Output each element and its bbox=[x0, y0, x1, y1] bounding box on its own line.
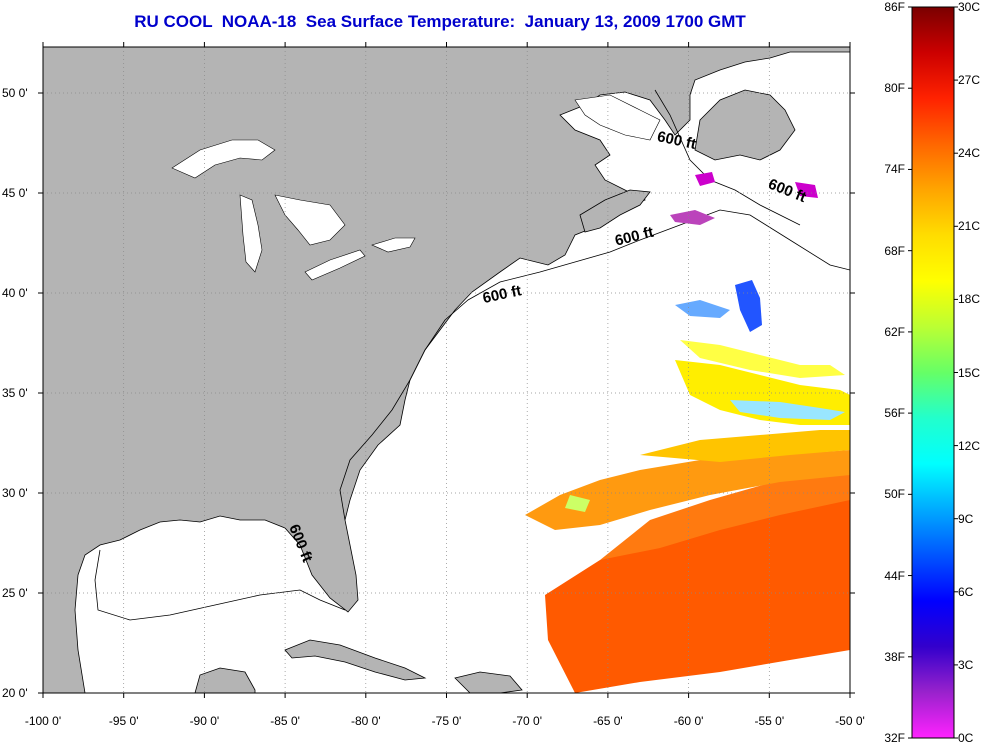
lon-tick-label: -65 0' bbox=[593, 714, 623, 728]
colorbar-f-label: 38F bbox=[884, 649, 905, 664]
lon-tick-label: -100 0' bbox=[25, 714, 61, 728]
colorbar-f-label: 62F bbox=[884, 324, 905, 339]
lat-tick-label: 25 0' bbox=[2, 586, 28, 600]
colorbar-c-label: 3C bbox=[958, 657, 974, 672]
colorbar-f-label: 68F bbox=[884, 243, 905, 258]
lake-huron bbox=[274, 194, 346, 246]
nova-scotia-land bbox=[579, 189, 651, 233]
lon-tick-label: -75 0' bbox=[432, 714, 462, 728]
colorbar-c-label: 21C bbox=[958, 219, 981, 234]
lat-tick-label: 30 0' bbox=[2, 486, 28, 500]
lake-erie bbox=[304, 249, 366, 281]
colorbar-f-label: 80F bbox=[884, 81, 905, 96]
lat-tick-label: 35 0' bbox=[2, 386, 28, 400]
colorbar-f-label: 86F bbox=[884, 0, 905, 14]
colorbar-c-label: 30C bbox=[958, 0, 981, 14]
colorbar-f-label: 56F bbox=[884, 406, 905, 421]
colorbar-c-label: 18C bbox=[958, 292, 981, 307]
lake-ontario bbox=[371, 237, 416, 253]
lake-superior bbox=[171, 139, 276, 179]
longitude-labels: -100 0' -95 0' -90 0' -85 0' -80 0' -75 0' -70… bbox=[25, 714, 865, 728]
lat-tick-label: 20 0' bbox=[2, 686, 28, 700]
yucatan-land bbox=[194, 667, 256, 693]
axis-ticks bbox=[38, 42, 855, 698]
lake-michigan bbox=[239, 194, 263, 273]
lon-tick-label: -60 0' bbox=[674, 714, 704, 728]
isobath-600ft-gulf bbox=[94, 549, 346, 621]
colorbar-c-label: 24C bbox=[958, 146, 981, 161]
colorbar-f-label: 32F bbox=[884, 731, 905, 745]
lon-tick-label: -55 0' bbox=[754, 714, 784, 728]
colorbar-c-label: 12C bbox=[958, 438, 981, 453]
sst-data bbox=[525, 172, 850, 693]
latitude-labels: 20 0' 25 0' 30 0' 35 0' 40 0' 45 0' 50 0' bbox=[2, 86, 28, 700]
lat-tick-label: 50 0' bbox=[2, 86, 28, 100]
colorbar-f-label: 50F bbox=[884, 487, 905, 502]
colorbar-c-label: 27C bbox=[958, 73, 981, 88]
colorbar-f-label: 74F bbox=[884, 162, 905, 177]
lon-tick-label: -90 0' bbox=[190, 714, 220, 728]
isobath-600ft bbox=[339, 209, 850, 521]
map-title: RU COOL NOAA-18 Sea Surface Temperature:… bbox=[134, 12, 746, 31]
colorbar-f-label: 44F bbox=[884, 568, 905, 583]
colorbar bbox=[911, 6, 955, 739]
hudson-bay-water bbox=[574, 94, 661, 141]
lon-tick-label: -70 0' bbox=[512, 714, 542, 728]
cuba-land bbox=[284, 639, 427, 681]
lon-tick-label: -50 0' bbox=[835, 714, 865, 728]
lon-tick-label: -95 0' bbox=[109, 714, 139, 728]
lat-tick-label: 45 0' bbox=[2, 186, 28, 200]
lon-tick-label: -80 0' bbox=[351, 714, 381, 728]
colorbar-c-label: 9C bbox=[958, 511, 974, 526]
colorbar-c-label: 15C bbox=[958, 365, 981, 380]
lat-tick-label: 40 0' bbox=[2, 286, 28, 300]
lon-tick-label: -85 0' bbox=[270, 714, 300, 728]
newfoundland-land bbox=[694, 89, 796, 161]
colorbar-c-label: 0C bbox=[958, 731, 974, 745]
colorbar-ticks bbox=[908, 6, 958, 739]
colorbar-c-label: 6C bbox=[958, 584, 974, 599]
hispaniola-land bbox=[454, 671, 523, 693]
